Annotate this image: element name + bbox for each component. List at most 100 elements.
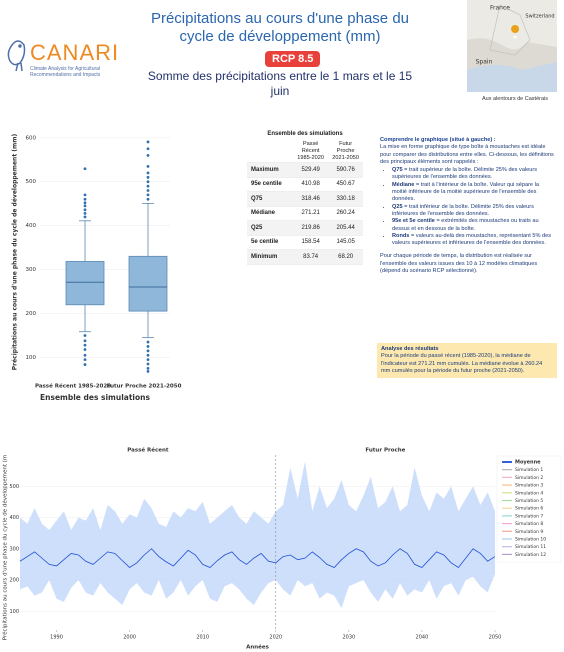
outlier [146, 345, 150, 348]
explanation-item: 95e et 5e centile = extrémités des moust… [392, 218, 555, 233]
y-tick-label: 300 [26, 267, 37, 273]
y-tick-label: 500 [9, 484, 19, 490]
table-cell: 271.21 [293, 206, 329, 221]
outlier [83, 339, 87, 343]
item-term: Ronds [392, 232, 410, 239]
outlier [146, 153, 150, 157]
legend-label: Simulation 9 [515, 529, 543, 535]
logo-subtitle: Climate Analysis for Agricultural Recomm… [30, 66, 101, 78]
table-corner [247, 140, 293, 163]
x-tick-label: 2030 [342, 635, 355, 641]
x-tick-label: 2050 [489, 635, 502, 641]
outlier [83, 215, 87, 219]
outlier [83, 343, 87, 347]
table-row: 5e centile 158.54 145.05 [247, 235, 363, 250]
outlier [146, 362, 150, 366]
y-tick-label: 500 [26, 179, 37, 185]
item-term: 95e et 5e centile [392, 218, 435, 225]
panel-title: Futur Proche [365, 448, 405, 454]
legend-label: Simulation 7 [515, 513, 543, 519]
outlier [146, 175, 150, 179]
column-header: Futur Proche 2021-2050 [328, 140, 363, 163]
explanation-item: Q75 = trait supérieur de la boîte. Délim… [392, 167, 555, 182]
table-cell: 68.20 [328, 249, 363, 265]
table-cell: 410.98 [293, 177, 329, 192]
y-tick-label: 600 [26, 135, 37, 141]
page-title: Précipitations au cours d'une phase du c… [150, 10, 410, 45]
item-text: = valeurs au-delà des moustaches, représ… [392, 232, 552, 247]
x-tick-label: Passé Récent 1985-2020 [35, 383, 111, 390]
legend-label: Simulation 6 [515, 506, 543, 512]
analysis-box: Analyse des résultats Pour la période du… [377, 343, 557, 379]
outlier [83, 363, 87, 366]
x-tick-label: 2040 [416, 635, 429, 641]
x-tick-label: 1990 [50, 635, 63, 641]
outlier [146, 140, 150, 144]
item-term: Q75 [392, 167, 403, 174]
y-tick-label: 100 [9, 609, 19, 615]
explanation: Comprendre le graphique (situé à gauche)… [380, 137, 555, 275]
x-tick-label: 2010 [196, 635, 209, 641]
mean-line [19, 548, 496, 569]
row-header: Médiane [247, 206, 293, 221]
envelope-band [20, 461, 495, 609]
x-tick-label: 2000 [123, 635, 136, 641]
table-header-row: Passé Récent 1985-2020 Futur Proche 2021-… [247, 140, 363, 163]
map-label: Spain [476, 59, 493, 66]
table-row: Q75 318.46 330.18 [247, 191, 363, 207]
outlier [146, 147, 150, 151]
outlier [83, 197, 87, 201]
row-header: Maximum [247, 162, 293, 178]
table-row: 95e centile 410.98 450.67 [247, 177, 363, 192]
table-cell: 330.18 [328, 191, 363, 207]
y-tick-label: 400 [26, 223, 37, 229]
outlier [146, 164, 150, 168]
row-header: 95e centile [247, 177, 293, 192]
x-axis-label: Ensemble des simulations [40, 393, 150, 402]
row-header: Q75 [247, 191, 293, 207]
outlier [146, 197, 150, 201]
outlier [146, 349, 150, 353]
logo-icon [7, 40, 26, 72]
y-tick-label: 200 [9, 578, 19, 584]
outlier [83, 167, 87, 171]
legend-label: Simulation 1 [515, 467, 543, 473]
explanation-intro: La mise en forme graphique de type boîte… [380, 144, 554, 165]
item-term: Q25 [392, 203, 403, 210]
outlier [83, 201, 87, 205]
stats-table-wrap: Ensemble des simulations Passé Récent 19… [247, 131, 363, 265]
x-axis-label: Années [246, 644, 270, 651]
outlier [146, 189, 150, 192]
box [65, 261, 105, 306]
analysis-title: Analyse des résultats [381, 346, 439, 352]
map [467, 0, 557, 92]
table-cell: 529.49 [293, 162, 329, 178]
outlier [83, 193, 87, 197]
explanation-title: Comprendre le graphique (situé à gauche)… [380, 137, 496, 143]
table-title: Ensemble des simulations [267, 131, 343, 137]
outlier [146, 193, 150, 197]
explanation-list: Q75 = trait supérieur de la boîte. Délim… [380, 167, 555, 247]
table-cell: 219.86 [293, 220, 329, 236]
table-cell: 205.44 [328, 220, 363, 236]
outlier [83, 208, 87, 212]
outlier [83, 353, 87, 357]
y-tick-label: 400 [9, 515, 19, 521]
scenario-badge: RCP 8.5 [265, 51, 321, 67]
legend-box [496, 455, 562, 563]
legend-label: Simulation 3 [515, 483, 543, 489]
item-text: = trait supérieur de la boîte. Délimite … [392, 167, 538, 181]
explanation-item: Ronds = valeurs au-delà des moustaches, … [392, 233, 555, 248]
legend-label: Moyenne [515, 460, 541, 466]
table-row: Q25 219.86 205.44 [247, 220, 363, 236]
y-tick-label: 200 [26, 311, 37, 317]
item-text: = trait inférieur de la boîte. Délimite … [392, 203, 534, 217]
table-row: Minimum 83.74 68.20 [247, 249, 363, 265]
item-text: = extrémités des moustaches ou traits au… [392, 218, 539, 232]
table-cell: 318.46 [293, 191, 329, 207]
y-tick-label: 100 [26, 355, 37, 361]
outlier [83, 358, 87, 362]
legend-label: Simulation 11 [515, 544, 546, 550]
